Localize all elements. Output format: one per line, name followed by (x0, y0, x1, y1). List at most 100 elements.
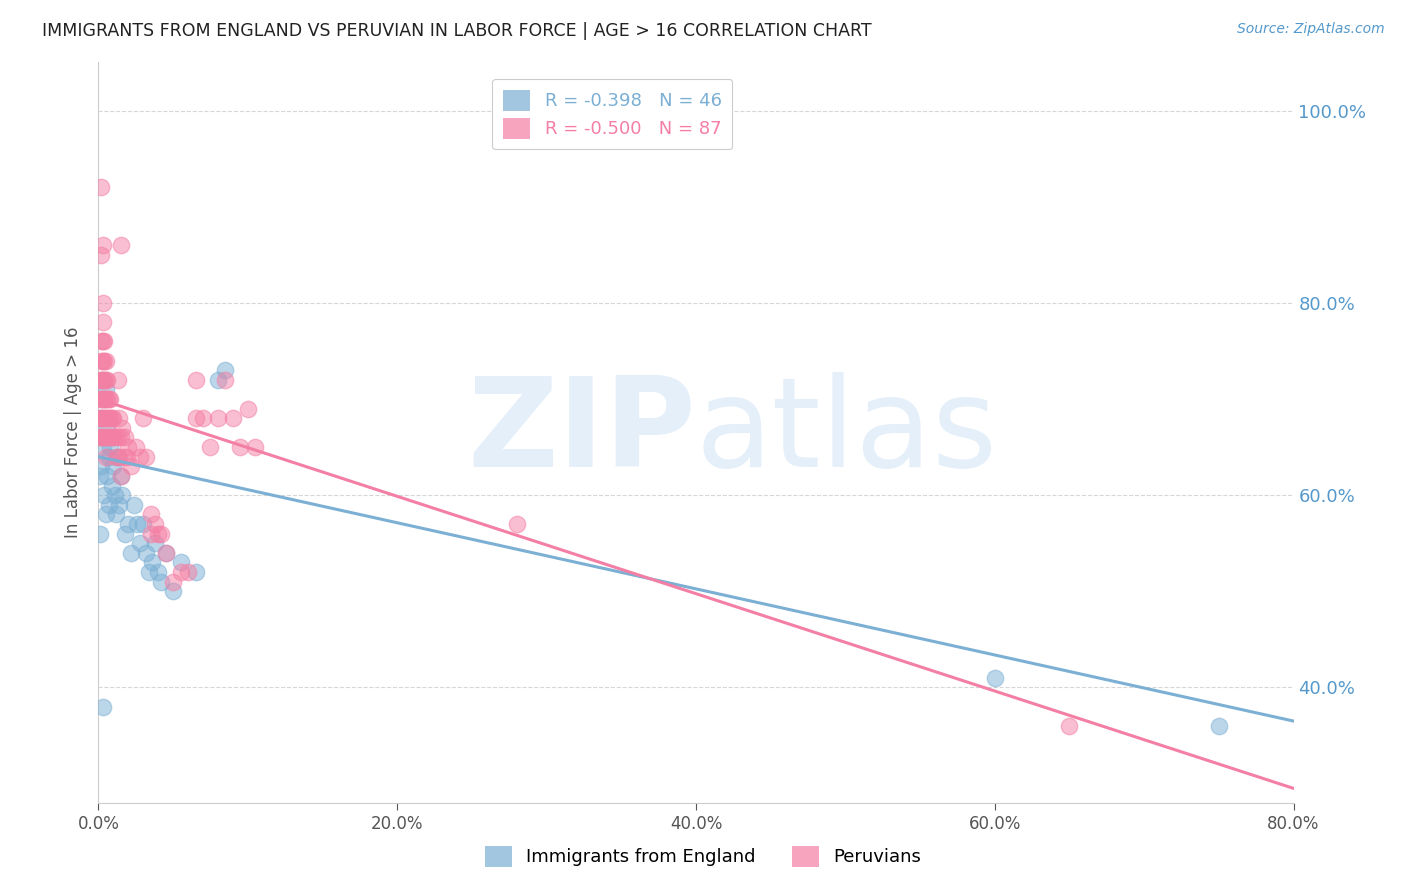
Point (114, 430, 136, 444)
Point (90, 459, 112, 474)
Legend: Immigrants from England, Peruvians: Immigrants from England, Peruvians (478, 838, 928, 874)
Point (91, 411, 114, 425)
Point (229, 440, 252, 454)
Point (96, 373, 118, 387)
Point (169, 556, 191, 570)
Point (93, 373, 115, 387)
Point (236, 401, 259, 416)
Point (107, 373, 129, 387)
Legend: R = -0.398   N = 46, R = -0.500   N = 87: R = -0.398 N = 46, R = -0.500 N = 87 (492, 78, 733, 150)
Point (90, 373, 112, 387)
Point (96, 430, 118, 444)
Point (90, 411, 112, 425)
Point (114, 526, 136, 541)
Point (98, 440, 122, 454)
Point (91, 315, 114, 329)
Point (506, 516, 529, 531)
Point (148, 565, 170, 579)
Point (112, 450, 135, 464)
Point (98, 411, 122, 425)
Point (150, 574, 173, 589)
Point (139, 508, 162, 522)
Point (89, 373, 111, 387)
Point (107, 450, 129, 464)
Point (90, 180, 112, 194)
Point (103, 430, 125, 444)
Point (184, 411, 207, 425)
Point (105, 508, 128, 522)
Point (93, 334, 115, 349)
Point (214, 363, 236, 377)
Point (141, 556, 163, 570)
Point (150, 526, 173, 541)
Point (91, 430, 114, 444)
Point (155, 546, 177, 560)
Point (97, 450, 120, 464)
Point (94, 430, 117, 444)
Point (162, 584, 184, 599)
Point (91, 238, 114, 252)
Point (111, 421, 134, 435)
Point (94, 508, 117, 522)
Point (135, 450, 157, 464)
Point (129, 536, 152, 550)
Point (94, 382, 117, 396)
Point (91, 699, 114, 714)
Point (222, 411, 245, 425)
Point (96, 469, 118, 483)
Point (138, 565, 160, 579)
Point (97, 392, 120, 406)
Point (96, 421, 118, 435)
Text: IMMIGRANTS FROM ENGLAND VS PERUVIAN IN LABOR FORCE | AGE > 16 CORRELATION CHART: IMMIGRANTS FROM ENGLAND VS PERUVIAN IN L… (42, 22, 872, 40)
Point (89, 430, 111, 444)
Point (148, 526, 170, 541)
Point (93, 430, 115, 444)
Point (245, 440, 267, 454)
Point (207, 373, 229, 387)
Point (101, 478, 124, 492)
Point (97, 498, 120, 512)
Point (104, 430, 127, 444)
Point (139, 526, 162, 541)
Point (103, 459, 125, 474)
Text: ZIP: ZIP (467, 372, 696, 493)
Point (89, 526, 111, 541)
Point (94, 450, 117, 464)
Point (97, 411, 120, 425)
Point (984, 671, 1007, 685)
Point (184, 565, 207, 579)
Point (169, 565, 191, 579)
Point (124, 498, 146, 512)
Point (94, 430, 117, 444)
Point (93, 392, 115, 406)
Point (1059, 719, 1081, 733)
Point (90, 430, 112, 444)
Point (117, 440, 139, 454)
Point (108, 411, 131, 425)
Point (1208, 719, 1230, 733)
Point (110, 469, 132, 483)
Point (89, 411, 111, 425)
Point (177, 565, 200, 579)
Point (90, 248, 112, 262)
Point (93, 488, 115, 502)
Point (91, 373, 114, 387)
Point (200, 440, 222, 454)
Point (91, 440, 114, 454)
Point (91, 392, 114, 406)
Point (111, 488, 134, 502)
Point (91, 295, 114, 310)
Point (115, 450, 138, 464)
Point (94, 392, 117, 406)
Point (108, 450, 131, 464)
Point (110, 238, 132, 252)
Point (132, 516, 155, 531)
Point (120, 459, 142, 474)
Point (155, 546, 177, 560)
Point (94, 373, 117, 387)
Point (89, 392, 111, 406)
Point (93, 353, 115, 368)
Point (91, 334, 114, 349)
Text: Source: ZipAtlas.com: Source: ZipAtlas.com (1237, 22, 1385, 37)
Point (96, 411, 118, 425)
